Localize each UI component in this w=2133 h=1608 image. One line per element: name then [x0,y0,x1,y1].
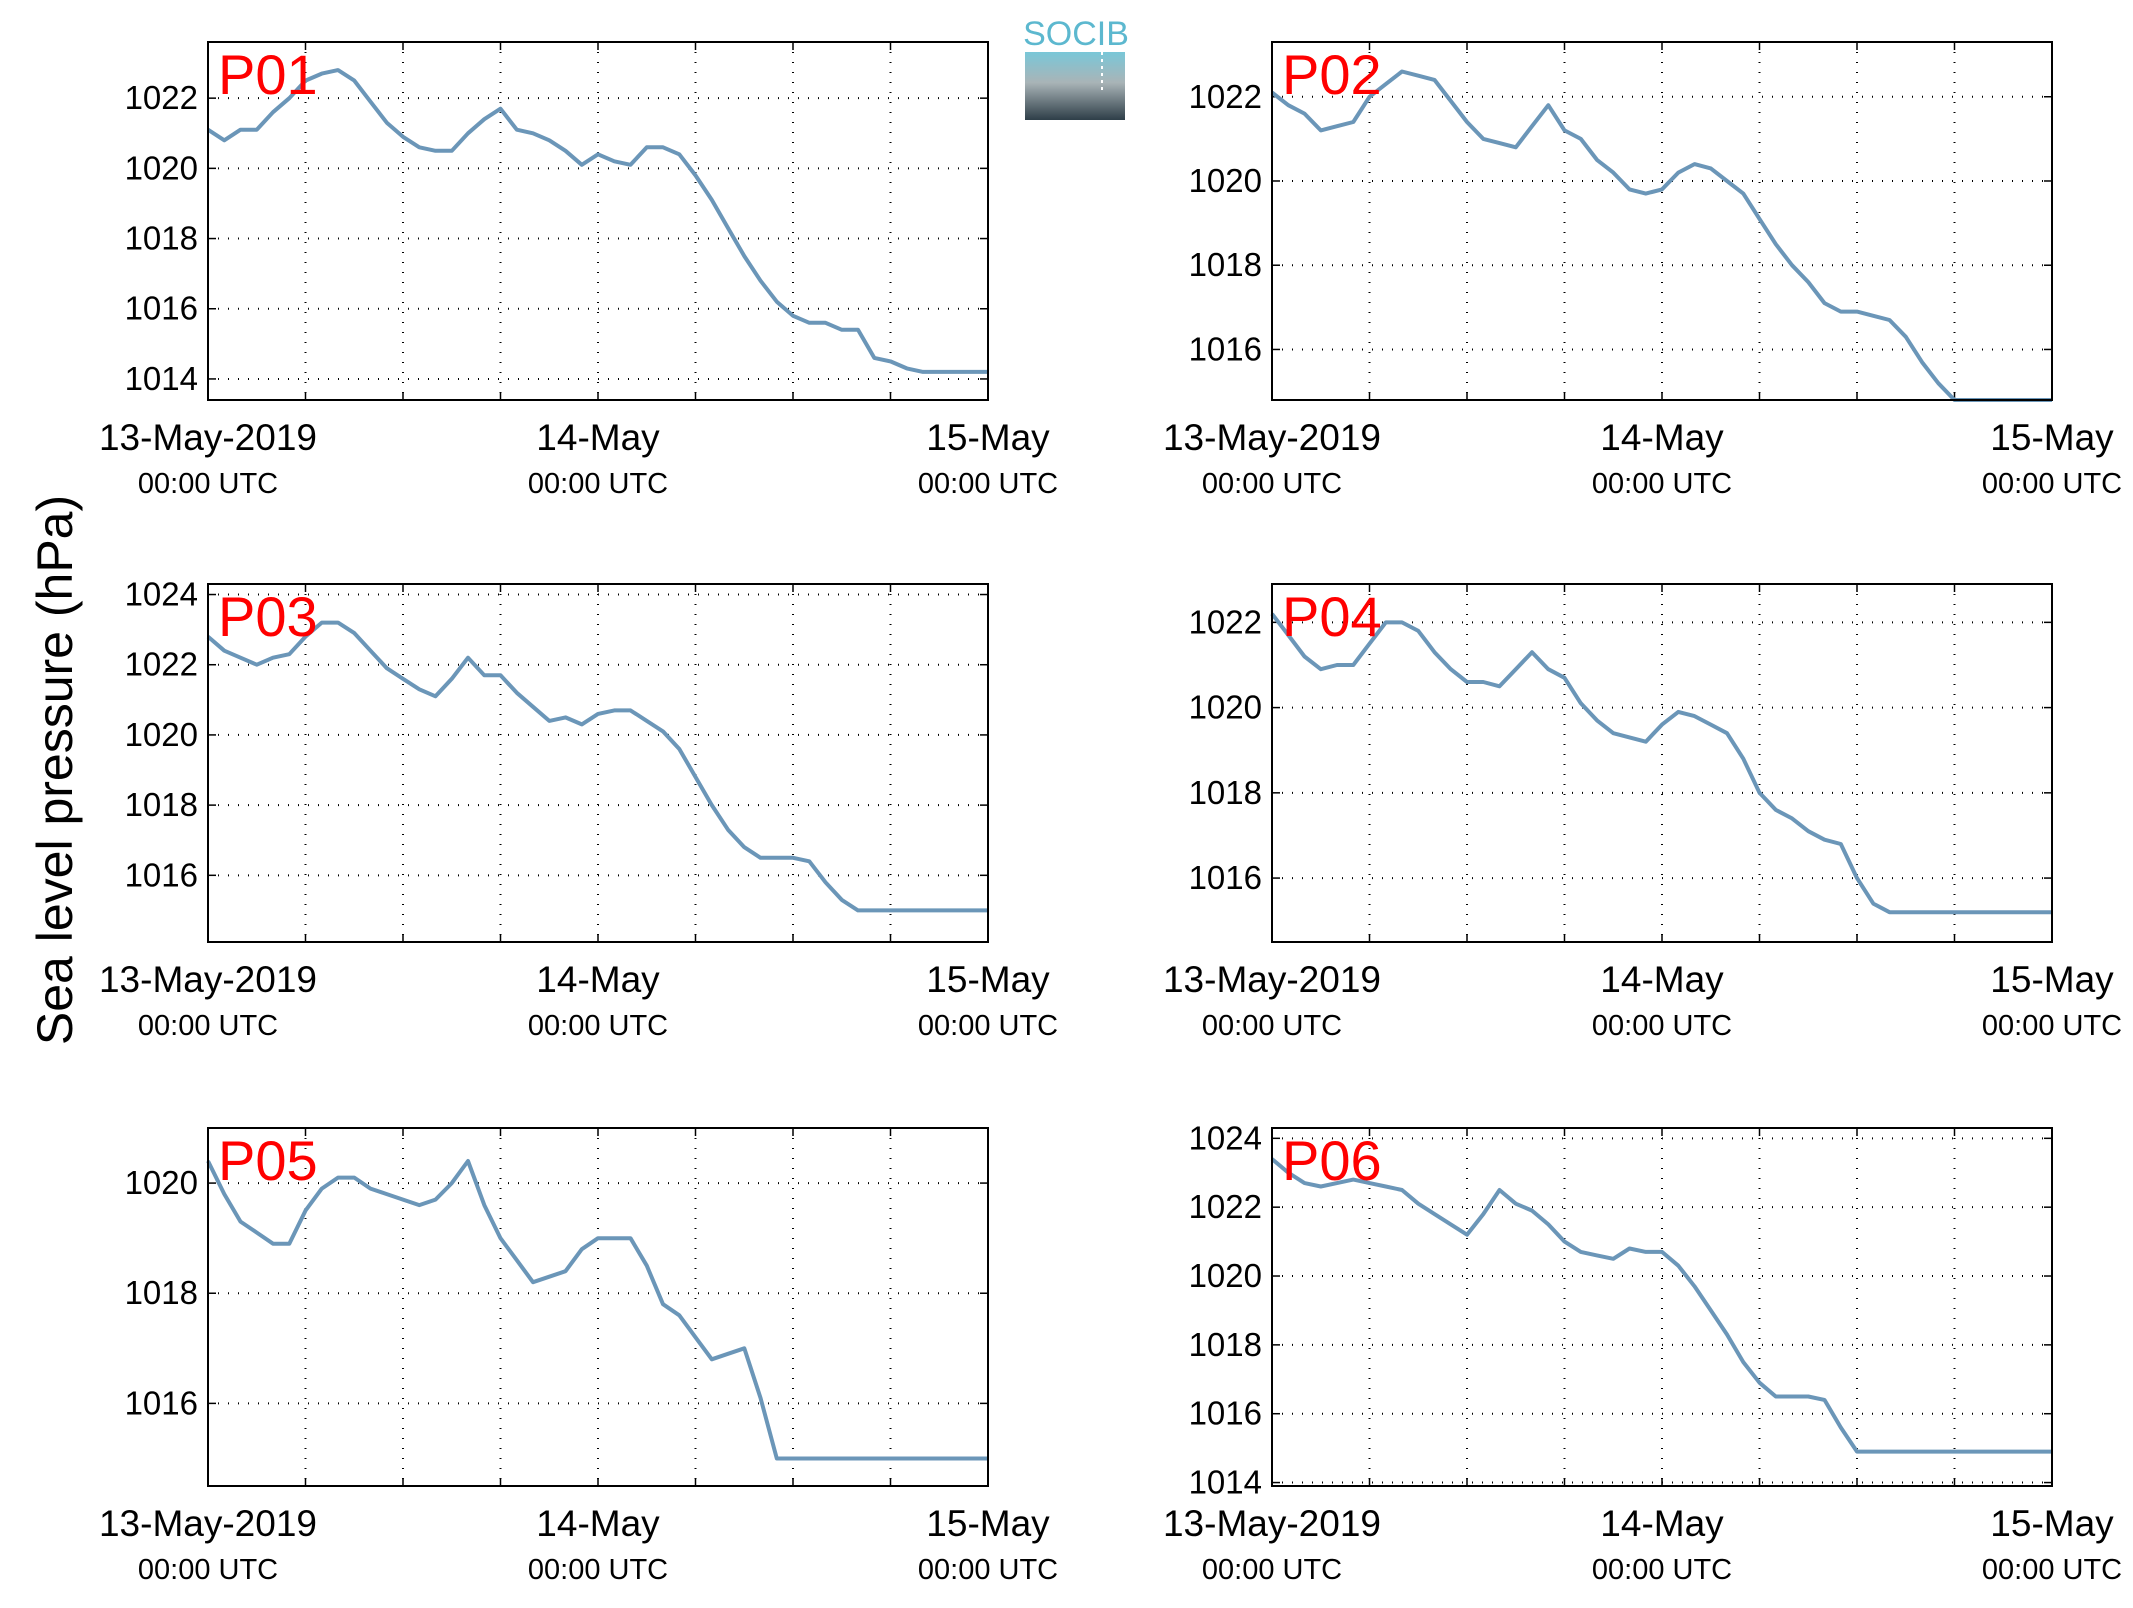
x-tick-label-time: 00:00 UTC [1202,468,1342,500]
plot-area [208,1128,988,1486]
x-tick-label-time: 00:00 UTC [918,468,1058,500]
x-tick-label-date: 13-May-2019 [99,959,317,1000]
x-tick-label-date: 14-May [536,959,660,1000]
plot-area [1272,1128,2052,1486]
chart-panel: 1014 1016 1018 1020 1022 P01 13-May-2019 00:00 … [99,41,1058,500]
y-tick-label: 1020 [1189,689,1262,726]
x-tick-label-time: 00:00 UTC [1202,1554,1342,1586]
plot-area [1272,584,2052,942]
y-tick-label: 1016 [1189,330,1262,367]
y-tick-label: 1022 [1189,1188,1262,1225]
panel-label: P06 [1282,1129,1382,1192]
x-tick-label-date: 15-May [1990,417,2114,458]
x-tick-label-date: 13-May-2019 [99,417,317,458]
socib-logo-text: SOCIB [1023,15,1129,53]
y-tick-label: 1020 [125,716,198,753]
x-tick-label-date: 14-May [536,417,660,458]
y-tick-label: 1018 [1189,246,1262,283]
series-line [1270,69,2052,402]
x-tick-label-time: 00:00 UTC [138,1554,278,1586]
x-tick-label-time: 00:00 UTC [1202,1010,1342,1042]
plot-area [208,42,988,400]
x-tick-label-date: 15-May [926,1503,1050,1544]
series-line [1270,1157,2052,1454]
x-tick-label-time: 00:00 UTC [1982,468,2122,500]
x-tick-label-time: 00:00 UTC [1982,1554,2122,1586]
x-tick-label-time: 00:00 UTC [1982,1010,2122,1042]
y-tick-label: 1018 [125,1274,198,1311]
y-tick-label: 1022 [125,646,198,683]
x-tick-label-time: 00:00 UTC [528,468,668,500]
panel-label: P03 [218,585,318,648]
y-tick-label: 1014 [125,360,198,397]
x-tick-label-time: 00:00 UTC [1592,1010,1732,1042]
y-tick-label: 1020 [125,1164,198,1201]
plot-area [208,584,988,942]
x-tick-label-date: 14-May [1600,959,1724,1000]
y-tick-label: 1020 [1189,1257,1262,1294]
series-line [206,620,988,913]
axes-frame [207,41,989,401]
y-tick-label: 1016 [125,856,198,893]
plot-area [1272,42,2052,400]
panel-label: P02 [1282,43,1382,106]
chart-panel: 1016 1018 1020 1022 P02 13-May-2019 00:00 UTC 1… [1163,41,2122,500]
y-tick-label: 1016 [125,290,198,327]
panel-label: P01 [218,43,318,106]
x-tick-label-date: 15-May [926,959,1050,1000]
y-tick-label: 1024 [125,576,198,613]
axes-frame [1271,41,2053,401]
y-tick-label: 1020 [125,149,198,186]
x-tick-label-date: 15-May [926,417,1050,458]
axes-frame [1271,583,2053,943]
x-tick-label-time: 00:00 UTC [138,468,278,500]
x-tick-label-time: 00:00 UTC [1592,1554,1732,1586]
y-axis-title: Sea level pressure (hPa) [27,495,83,1045]
x-tick-label-time: 00:00 UTC [918,1554,1058,1586]
axes-frame [1271,1127,2053,1487]
x-tick-label-date: 13-May-2019 [1163,1503,1381,1544]
series-line [206,68,988,374]
x-tick-label-date: 13-May-2019 [1163,417,1381,458]
x-tick-label-date: 14-May [536,1503,660,1544]
socib-logo: SOCIB [1023,15,1129,120]
chart-panel: 1016 1018 1020 1022 1024 P03 13-May-2019 00:00 … [99,576,1058,1042]
axes-frame [207,1127,989,1487]
x-tick-label-date: 13-May-2019 [1163,959,1381,1000]
x-tick-label-time: 00:00 UTC [138,1010,278,1042]
panel-label: P05 [218,1129,318,1192]
socib-logo-block [1025,52,1125,120]
y-tick-label: 1022 [125,79,198,116]
y-tick-label: 1018 [125,786,198,823]
y-tick-label: 1014 [1189,1464,1262,1501]
y-tick-label: 1020 [1189,162,1262,199]
y-tick-label: 1018 [125,220,198,257]
y-tick-label: 1016 [1189,859,1262,896]
y-tick-label: 1018 [1189,1326,1262,1363]
x-tick-label-date: 15-May [1990,959,2114,1000]
chart-panel: 1014 1016 1018 1020 1022 1024 P06 13-May-2019 00… [1163,1119,2122,1586]
x-tick-label-time: 00:00 UTC [1592,468,1732,500]
chart-panel: 1016 1018 1020 P05 13-May-2019 00:00 UTC 14-Ma… [99,1127,1058,1586]
y-tick-label: 1022 [1189,78,1262,115]
x-tick-label-date: 13-May-2019 [99,1503,317,1544]
x-tick-label-time: 00:00 UTC [528,1554,668,1586]
chart-panel: 1016 1018 1020 1022 P04 13-May-2019 00:00 UTC 1… [1163,583,2122,1042]
panel-label: P04 [1282,585,1382,648]
y-tick-label: 1018 [1189,774,1262,811]
x-tick-label-time: 00:00 UTC [918,1010,1058,1042]
axes-frame [207,583,989,943]
y-tick-label: 1022 [1189,603,1262,640]
x-tick-label-time: 00:00 UTC [528,1010,668,1042]
x-tick-label-date: 14-May [1600,417,1724,458]
y-tick-label: 1016 [125,1384,198,1421]
y-tick-label: 1016 [1189,1395,1262,1432]
x-tick-label-date: 14-May [1600,1503,1724,1544]
panels: 1014 1016 1018 1020 1022 P01 13-May-2019 00:00 … [99,41,2122,1586]
series-line [1270,612,2052,915]
series-line [206,1159,988,1461]
x-tick-label-date: 15-May [1990,1503,2114,1544]
y-tick-label: 1024 [1189,1119,1262,1156]
